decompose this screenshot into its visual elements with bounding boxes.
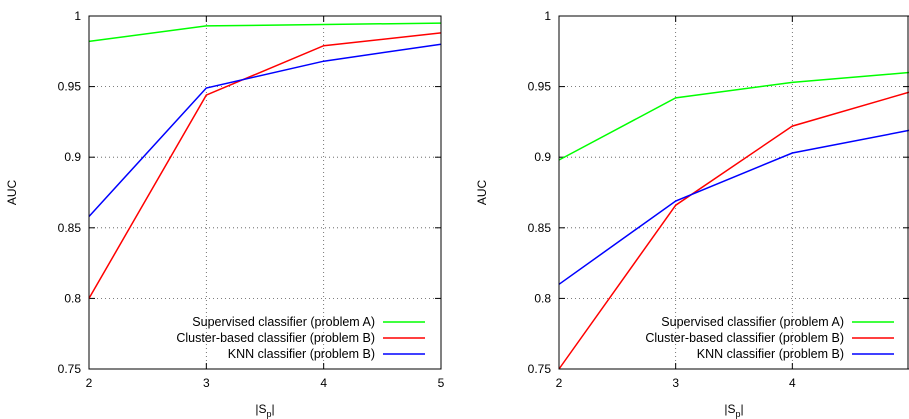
y-tick-label: 1 — [74, 9, 81, 23]
x-tick-label: 3 — [203, 376, 210, 390]
x-tick-label: 4 — [789, 376, 796, 390]
legend-label: Cluster-based classifier (problem B) — [176, 331, 375, 345]
y-tick-label: 0.9 — [64, 150, 81, 164]
x-tick-label: 4 — [320, 376, 327, 390]
series-line — [88, 22, 442, 43]
series-line — [88, 32, 442, 299]
right-chart: 0.75 0.8 0.85 0.9 0.95 1 2 3 4 AUC |Sp| Supervised … — [475, 9, 909, 419]
x-tick-label: 2 — [86, 376, 93, 390]
x-tick-label: 5 — [438, 376, 445, 390]
series-line — [558, 129, 909, 285]
x-axis-label: |Sp| — [724, 402, 743, 419]
x-tick-label: 2 — [556, 376, 563, 390]
y-axis-label: AUC — [475, 180, 489, 206]
left-chart: 0.75 0.8 0.85 0.9 0.95 1 2 3 4 5 AUC |Sp| Supervised… — [5, 9, 445, 419]
y-tick-label: 0.8 — [64, 291, 81, 305]
y-tick-label: 1 — [544, 9, 551, 23]
y-tick-label: 0.85 — [58, 221, 82, 235]
plot-frame — [558, 15, 909, 370]
series-line — [558, 71, 909, 161]
legend-label: KNN classifier (problem B) — [697, 347, 844, 361]
legend-label: Supervised classifier (problem A) — [661, 315, 844, 329]
y-tick-label: 0.75 — [528, 362, 552, 376]
y-tick-label: 0.8 — [534, 291, 551, 305]
x-axis-label: |Sp| — [255, 402, 274, 419]
y-tick-label: 0.85 — [528, 221, 552, 235]
x-tick-label: 3 — [672, 376, 679, 390]
y-tick-label: 0.9 — [534, 150, 551, 164]
y-tick-label: 0.95 — [528, 80, 552, 94]
plot-frame — [88, 15, 442, 370]
legend-label: Cluster-based classifier (problem B) — [645, 331, 844, 345]
y-tick-label: 0.95 — [58, 80, 82, 94]
y-axis-label: AUC — [5, 180, 19, 206]
series-line — [88, 43, 442, 218]
legend-label: KNN classifier (problem B) — [228, 347, 375, 361]
legend-label: Supervised classifier (problem A) — [192, 315, 375, 329]
y-tick-label: 0.75 — [58, 362, 82, 376]
series-line — [558, 91, 909, 370]
